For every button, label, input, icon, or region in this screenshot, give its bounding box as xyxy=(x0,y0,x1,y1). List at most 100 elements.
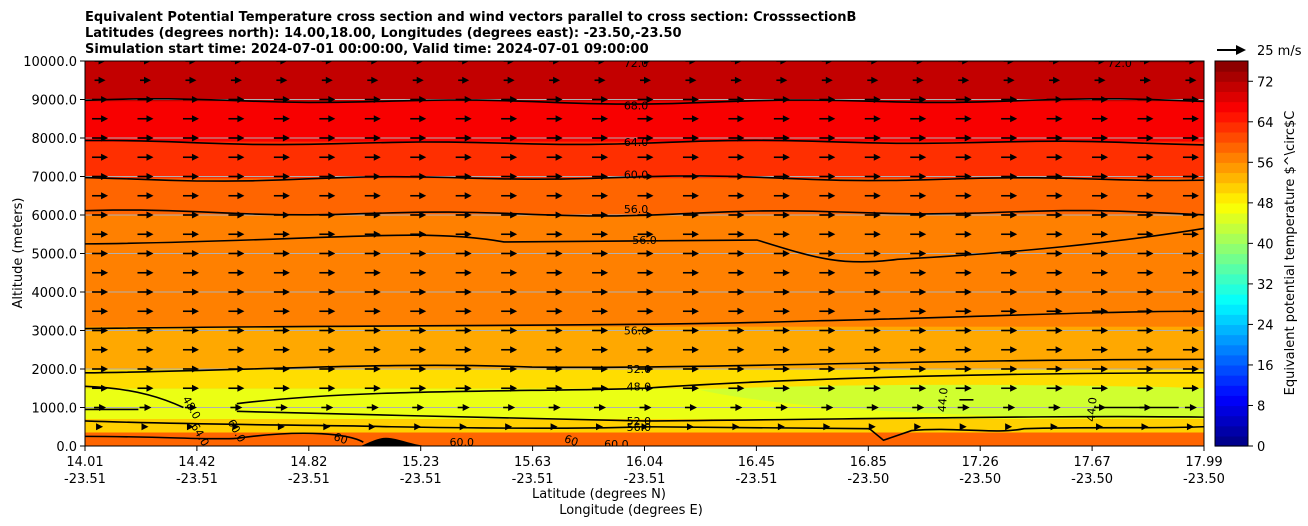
wind-vector xyxy=(137,327,154,334)
wind-vector xyxy=(319,327,336,334)
wind-vector xyxy=(1092,288,1109,296)
wind-vector xyxy=(501,288,518,296)
wind-vector xyxy=(455,307,472,315)
wind-vector xyxy=(728,134,745,142)
wind-vector xyxy=(1137,192,1154,200)
wind-vector xyxy=(910,346,927,354)
wind-vector xyxy=(364,327,381,334)
contour-label: 64.0 xyxy=(624,136,649,149)
wind-vector xyxy=(182,134,199,142)
chart-title-line-3: Simulation start time: 2024-07-01 00:00:… xyxy=(85,42,649,57)
colorbar-segment xyxy=(1215,91,1248,103)
wind-vector xyxy=(410,230,427,238)
wind-vector xyxy=(1186,423,1194,431)
wind-vector xyxy=(1182,250,1199,257)
wind-vector xyxy=(685,76,697,84)
contour-label: 56.0 xyxy=(632,234,657,247)
wind-vector xyxy=(410,153,427,161)
wind-vector xyxy=(1182,269,1199,277)
wind-vector xyxy=(182,192,199,200)
x-tick-label-lon: -23.50 xyxy=(847,472,889,487)
y-tick-label: 7000.0 xyxy=(32,171,78,186)
colorbar-segment xyxy=(1215,334,1248,346)
wind-vector xyxy=(910,153,927,161)
colorbar-segment xyxy=(1215,273,1248,285)
wind-vector xyxy=(775,404,788,411)
wind-vector xyxy=(1137,384,1154,392)
quiver-key-label: 25 m/s xyxy=(1257,44,1302,59)
wind-vector xyxy=(412,404,425,411)
wind-vector xyxy=(1137,153,1154,161)
wind-vector xyxy=(1141,423,1149,431)
wind-vector xyxy=(592,307,609,315)
wind-vector xyxy=(92,288,109,296)
colorbar-tick-label: 0 xyxy=(1257,440,1265,455)
x-tick-label-lon: -23.51 xyxy=(400,472,442,487)
wind-vector xyxy=(1001,173,1018,180)
wind-vector xyxy=(728,269,745,277)
colorbar-segment xyxy=(1215,192,1248,204)
wind-vector xyxy=(864,346,881,354)
wind-vector xyxy=(182,346,199,354)
y-tick-label: 8000.0 xyxy=(32,132,78,147)
wind-vector xyxy=(637,346,654,354)
wind-vector xyxy=(319,192,336,200)
wind-vector xyxy=(1137,96,1154,103)
wind-vector xyxy=(228,211,245,219)
wind-vector xyxy=(637,288,654,296)
wind-vector xyxy=(137,96,154,103)
wind-vector xyxy=(94,404,107,411)
wind-vector xyxy=(821,76,833,84)
colorbar-tick-label: 48 xyxy=(1257,197,1274,212)
wind-vector xyxy=(728,115,745,123)
wind-vector xyxy=(546,346,563,354)
wind-vector xyxy=(866,404,879,411)
wind-vector xyxy=(137,211,154,219)
wind-vector xyxy=(955,115,972,123)
wind-vector xyxy=(637,134,654,142)
x-tick-label-lat: 17.99 xyxy=(1185,455,1222,470)
wind-vector xyxy=(1049,76,1061,84)
wind-vector xyxy=(592,288,609,296)
y-tick-label: 2000.0 xyxy=(32,363,78,378)
x-tick-label-lat: 17.26 xyxy=(962,455,999,470)
wind-vector xyxy=(819,192,836,200)
colorbar-segment xyxy=(1215,435,1248,447)
wind-vector xyxy=(682,230,699,238)
wind-vector xyxy=(412,61,424,65)
wind-vector xyxy=(910,134,927,142)
wind-vector xyxy=(682,115,699,123)
wind-vector xyxy=(414,423,422,431)
wind-vector xyxy=(955,192,972,200)
wind-vector xyxy=(592,327,609,334)
wind-vector xyxy=(1139,61,1151,65)
contour-label: 52.0 xyxy=(627,415,652,428)
wind-vector xyxy=(730,76,742,84)
wind-vector xyxy=(819,230,836,238)
wind-vector xyxy=(92,153,109,161)
wind-vector xyxy=(1137,346,1154,354)
wind-vector xyxy=(137,250,154,257)
wind-vector xyxy=(955,269,972,277)
wind-vector xyxy=(410,327,427,334)
colorbar-segment xyxy=(1215,395,1248,407)
wind-vector xyxy=(730,61,742,65)
wind-vector xyxy=(773,269,790,277)
wind-vector xyxy=(1139,404,1152,411)
wind-vector xyxy=(773,134,790,142)
wind-vector xyxy=(228,307,245,315)
wind-vector xyxy=(137,384,154,392)
wind-vector xyxy=(94,61,106,65)
wind-vector xyxy=(959,423,967,431)
wind-vector xyxy=(546,211,563,219)
colorbar-segment xyxy=(1215,202,1248,214)
wind-vector xyxy=(546,115,563,123)
wind-vector xyxy=(776,76,788,84)
wind-vectors xyxy=(92,61,1199,431)
wind-vector xyxy=(137,192,154,200)
wind-vector xyxy=(682,327,699,334)
wind-vector xyxy=(1137,115,1154,123)
wind-vector xyxy=(230,61,242,65)
wind-vector xyxy=(637,307,654,315)
wind-vector xyxy=(1046,269,1063,277)
